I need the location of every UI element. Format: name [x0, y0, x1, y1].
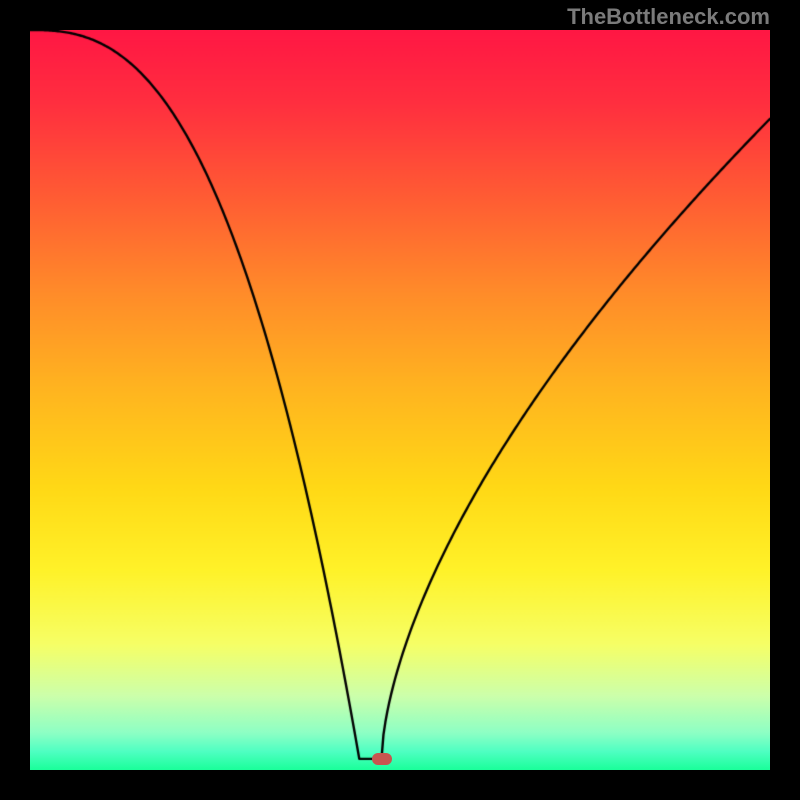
- plot-area: [30, 30, 770, 770]
- watermark-text: TheBottleneck.com: [567, 4, 770, 30]
- optimum-marker: [372, 753, 392, 765]
- bottleneck-curve: [30, 30, 770, 770]
- chart-container: TheBottleneck.com: [0, 0, 800, 800]
